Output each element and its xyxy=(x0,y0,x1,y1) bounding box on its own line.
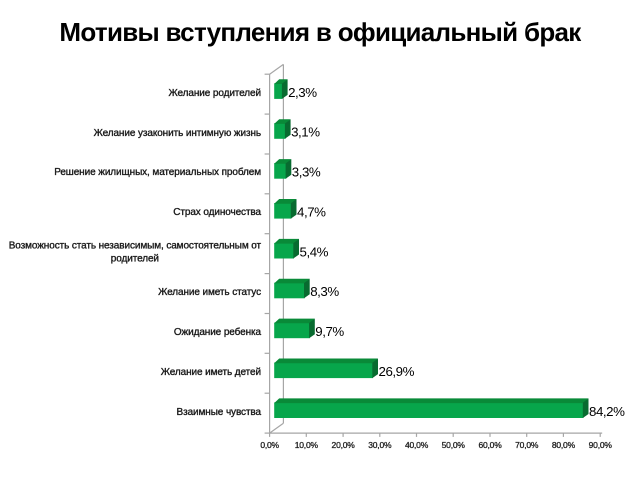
svg-text:84,2%: 84,2% xyxy=(589,404,625,419)
svg-text:5,4%: 5,4% xyxy=(300,244,329,259)
svg-text:4,7%: 4,7% xyxy=(297,205,326,220)
svg-text:9,7%: 9,7% xyxy=(315,324,344,339)
svg-text:3,1%: 3,1% xyxy=(291,125,320,140)
svg-text:2,3%: 2,3% xyxy=(288,85,317,100)
svg-text:8,3%: 8,3% xyxy=(310,284,339,299)
svg-text:3,3%: 3,3% xyxy=(292,165,321,180)
svg-text:26,9%: 26,9% xyxy=(379,364,415,379)
